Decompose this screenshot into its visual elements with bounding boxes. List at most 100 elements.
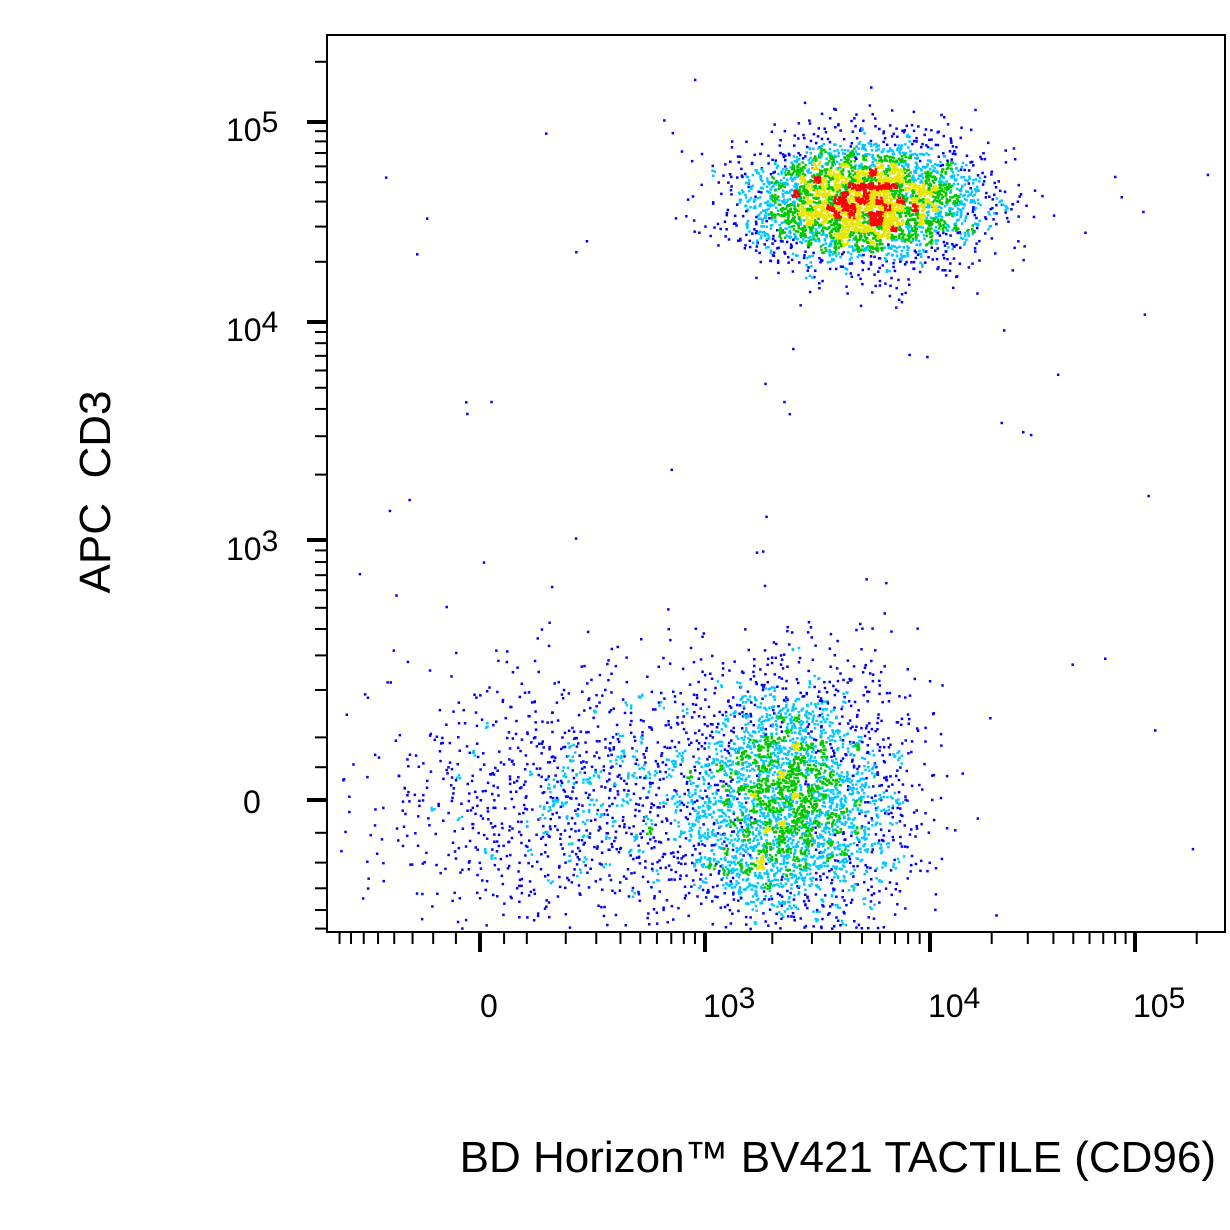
event-point <box>829 174 833 178</box>
event-point <box>732 891 735 894</box>
event-point <box>919 152 922 156</box>
event-point <box>874 179 878 182</box>
event-point <box>817 127 820 130</box>
event-point <box>938 205 941 209</box>
event-point <box>899 147 903 151</box>
event-point <box>779 151 782 155</box>
event-point <box>952 257 956 260</box>
event-point <box>778 911 781 914</box>
event-point <box>860 187 863 191</box>
event-point <box>898 214 902 218</box>
event-point <box>836 188 839 191</box>
event-point <box>895 189 898 193</box>
event-point <box>855 744 858 748</box>
event-point <box>972 199 976 202</box>
event-point <box>770 212 774 215</box>
event-point <box>784 855 788 858</box>
event-point <box>945 187 949 190</box>
event-point <box>706 828 710 831</box>
event-point <box>694 703 698 707</box>
event-point <box>923 204 927 208</box>
event-point <box>905 212 908 215</box>
event-point <box>842 191 846 194</box>
event-point <box>927 153 931 157</box>
event-point <box>946 203 949 206</box>
event-point <box>907 173 910 176</box>
event-point <box>752 839 755 843</box>
event-point <box>720 192 723 196</box>
event-point <box>958 208 962 211</box>
event-point <box>892 184 895 187</box>
event-point <box>936 191 939 194</box>
event-point <box>831 206 834 209</box>
event-point <box>1004 149 1007 152</box>
event-point <box>911 174 915 178</box>
event-point <box>837 184 840 187</box>
event-point <box>927 224 931 227</box>
event-point <box>849 190 853 193</box>
event-point <box>796 885 799 888</box>
event-point <box>887 221 890 224</box>
event-point <box>833 214 836 217</box>
event-point <box>877 233 880 237</box>
event-point <box>871 247 874 250</box>
event-point <box>850 207 853 210</box>
event-point <box>842 230 845 233</box>
event-point <box>861 129 864 132</box>
event-point <box>832 223 836 227</box>
event-point <box>895 186 898 189</box>
event-point <box>851 208 855 211</box>
event-point <box>830 196 834 199</box>
event-point <box>834 218 837 221</box>
event-point <box>870 192 873 195</box>
event-point <box>967 234 970 237</box>
event-point <box>829 260 832 264</box>
event-point <box>806 202 810 205</box>
event-point <box>867 267 870 271</box>
event-point <box>927 205 930 209</box>
event-point <box>916 209 919 212</box>
event-point <box>801 189 805 193</box>
event-point <box>837 213 841 216</box>
event-point <box>860 223 864 226</box>
event-point <box>934 184 938 188</box>
event-point <box>845 272 848 275</box>
event-point <box>875 202 878 205</box>
event-point <box>940 193 943 197</box>
event-point <box>869 217 872 220</box>
event-point <box>774 159 777 162</box>
event-point <box>852 197 856 201</box>
event-point <box>963 241 967 244</box>
event-point <box>896 769 899 772</box>
event-point <box>978 219 981 223</box>
event-point <box>914 204 917 208</box>
event-point <box>838 189 842 192</box>
event-point <box>885 220 888 223</box>
event-point <box>846 215 850 218</box>
event-point <box>909 195 913 198</box>
event-point <box>865 179 869 182</box>
event-point <box>898 222 901 226</box>
event-point <box>852 173 855 177</box>
event-point <box>970 199 973 202</box>
event-point <box>851 189 854 192</box>
event-point <box>843 160 847 164</box>
event-point <box>903 154 906 157</box>
event-point <box>833 162 837 166</box>
event-point <box>840 164 843 167</box>
event-point <box>978 239 981 243</box>
event-point <box>858 141 862 144</box>
event-point <box>759 152 762 156</box>
event-point <box>772 171 775 174</box>
event-point <box>962 175 966 179</box>
event-point <box>814 165 818 168</box>
event-point <box>890 276 893 280</box>
event-point <box>828 140 832 144</box>
event-point <box>898 176 901 179</box>
event-point <box>850 119 853 123</box>
event-point <box>809 188 813 191</box>
event-point <box>788 868 791 872</box>
event-point <box>926 203 930 206</box>
event-point <box>825 235 828 239</box>
event-point <box>804 163 807 167</box>
